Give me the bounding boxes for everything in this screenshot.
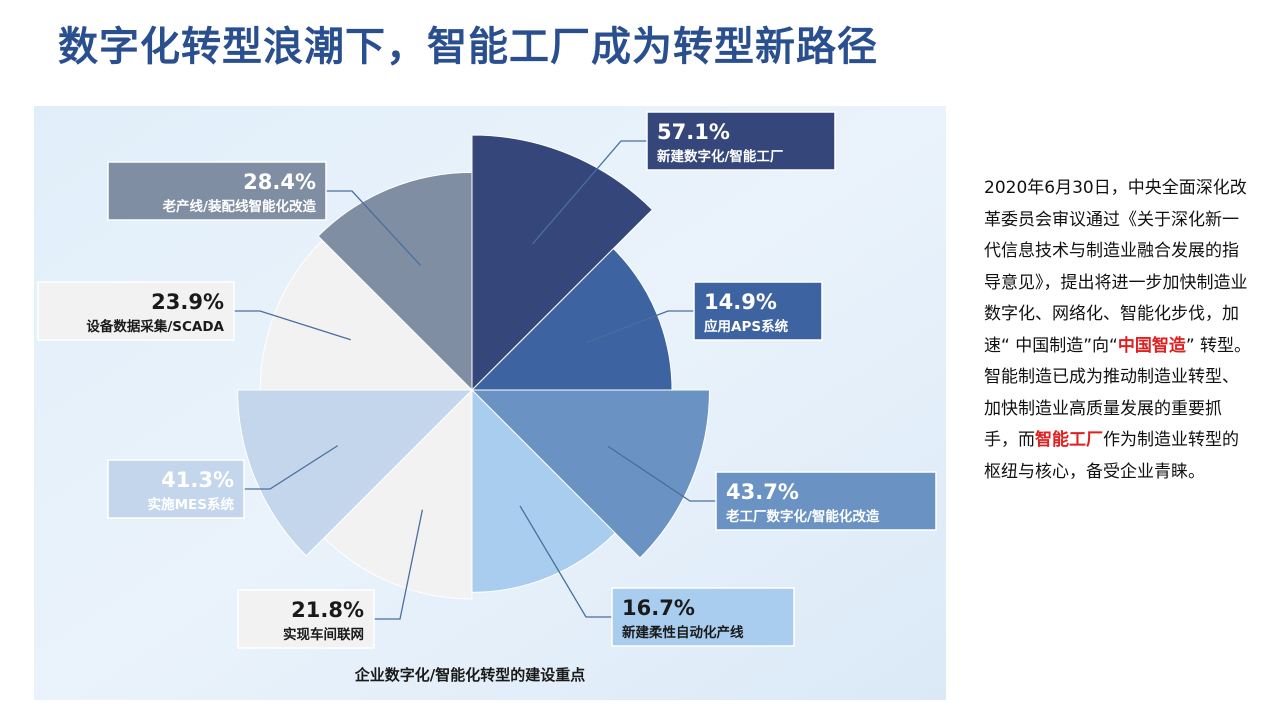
highlight-smart-factory: 智能工厂 [1035,430,1103,450]
highlight-zhongguo-zhizao: 中国智造 [1117,335,1186,356]
slice-value-label: 21.8% [291,598,364,622]
pie-slice [470,389,711,559]
leader-line [374,509,424,620]
pie-slice [470,247,673,391]
leader-line [532,140,647,245]
slice-label-box: 16.7% 新建柔性自动化产线 [611,587,795,647]
slice-label-box: 21.8% 实现车间联网 [237,589,375,649]
slice-label-box: 43.7% 老工厂数字化/智能化改造 [715,471,937,531]
pie-slice [471,388,616,593]
slice-label-background [107,161,327,221]
slice-category-label: 新建数字化/智能工厂 [657,148,783,165]
slice-label-box: 28.4% 老产线/装配线智能化改造 [107,161,327,221]
description-part-2: ” 转型。智能制造已成为推动制造业转型、加快制造业高质量发展的重要抓手，而 [984,335,1252,451]
pie-slice [323,388,473,600]
leader-line [326,190,421,266]
slice-value-label: 16.7% [622,596,695,620]
description-part-1: 2020年6月30日，中央全面深化改革委员会审议通过《关于深化新一代信息技术与制… [984,178,1248,356]
slice-label-background [107,459,245,519]
pie-slice [317,171,473,392]
slice-label-background [611,587,795,647]
slice-category-label: 设备数据采集/SCADA [86,318,224,335]
leader-line [244,445,339,490]
leader-line [519,505,612,618]
slice-label-box: 14.9% 应用APS系统 [693,281,823,341]
chart-panel: 57.1% 新建数字化/智能工厂 14.9% 应用APS系统 43.7% 老工厂数字化/智… [34,106,946,700]
slice-value-label: 57.1% [657,120,730,144]
slice-label-box: 41.3% 实施MES系统 [107,459,245,519]
slice-label-box: 57.1% 新建数字化/智能工厂 [646,111,836,171]
slice-label-background [715,471,937,531]
slice-category-label: 实现车间联网 [283,626,364,643]
slice-category-label: 应用APS系统 [704,318,789,335]
slice-category-label: 实施MES系统 [148,496,235,513]
description-text: 2020年6月30日，中央全面深化改革委员会审议通过《关于深化新一代信息技术与制… [984,173,1252,488]
slice-category-label: 新建柔性自动化产线 [622,624,744,641]
slice-value-label: 43.7% [726,480,799,504]
pie-slice [259,239,474,391]
slice-label-box: 23.9% 设备数据采集/SCADA [37,281,235,341]
slice-label-background [237,589,375,649]
pie-slice [237,389,474,557]
slice-category-label: 老工厂数字化/智能化改造 [726,508,880,525]
page-title: 数字化转型浪潮下，智能工厂成为转型新路径 [58,24,878,70]
leader-line [607,445,716,502]
pie-slice [471,134,654,392]
chart-title: 企业数字化/智能化转型的建设重点 [354,666,585,684]
leader-line [234,310,351,341]
slice-value-label: 23.9% [151,290,224,314]
leader-line [586,310,694,344]
slice-value-label: 28.4% [243,170,316,194]
description-part-3: 作为制造业转型的枢纽与核心，备受企业青睐。 [984,430,1239,482]
pie-chart: 57.1% 新建数字化/智能工厂 14.9% 应用APS系统 43.7% 老工厂数字化/智… [34,106,946,700]
slice-value-label: 41.3% [161,468,234,492]
slice-label-background [693,281,823,341]
slice-label-background [37,281,235,341]
slice-value-label: 14.9% [704,290,777,314]
slice-category-label: 老产线/装配线智能化改造 [163,198,317,215]
slice-label-background [646,111,836,171]
